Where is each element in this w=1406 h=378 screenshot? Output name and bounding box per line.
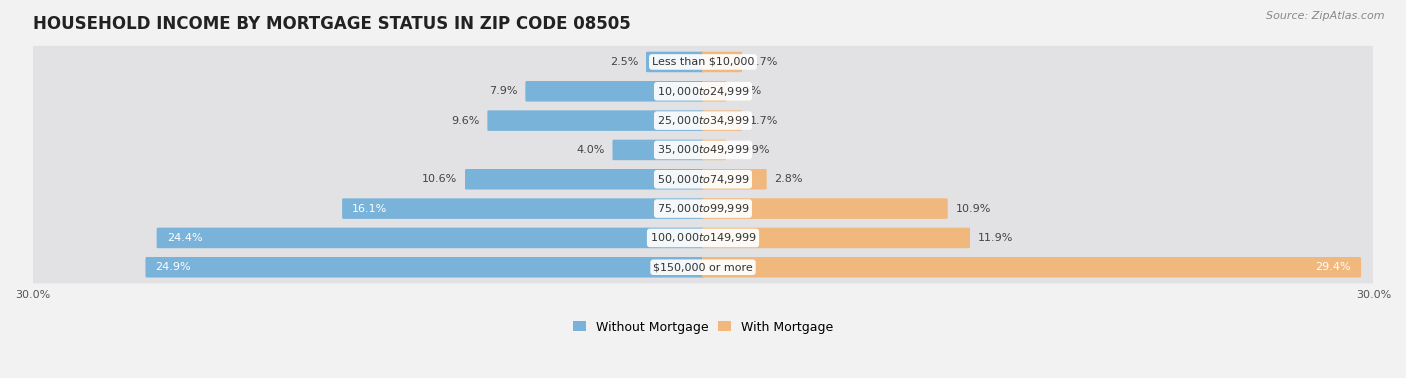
FancyBboxPatch shape (645, 52, 704, 72)
FancyBboxPatch shape (20, 104, 1386, 137)
FancyBboxPatch shape (20, 222, 1386, 254)
Text: 1.7%: 1.7% (749, 57, 779, 67)
FancyBboxPatch shape (526, 81, 704, 102)
Text: 1.0%: 1.0% (734, 86, 762, 96)
Text: 29.4%: 29.4% (1316, 262, 1351, 272)
Text: 9.6%: 9.6% (451, 116, 479, 125)
Text: $50,000 to $74,999: $50,000 to $74,999 (657, 173, 749, 186)
FancyBboxPatch shape (488, 110, 704, 131)
FancyBboxPatch shape (20, 46, 1386, 78)
Text: 7.9%: 7.9% (489, 86, 517, 96)
Text: 16.1%: 16.1% (352, 204, 388, 214)
FancyBboxPatch shape (20, 251, 1386, 284)
Text: 1.7%: 1.7% (749, 116, 779, 125)
FancyBboxPatch shape (156, 228, 704, 248)
Text: 11.9%: 11.9% (977, 233, 1014, 243)
FancyBboxPatch shape (702, 81, 727, 102)
Text: Less than $10,000: Less than $10,000 (652, 57, 754, 67)
Text: HOUSEHOLD INCOME BY MORTGAGE STATUS IN ZIP CODE 08505: HOUSEHOLD INCOME BY MORTGAGE STATUS IN Z… (32, 15, 630, 33)
FancyBboxPatch shape (702, 169, 766, 189)
FancyBboxPatch shape (702, 110, 742, 131)
Text: $10,000 to $24,999: $10,000 to $24,999 (657, 85, 749, 98)
Legend: Without Mortgage, With Mortgage: Without Mortgage, With Mortgage (574, 321, 832, 334)
Text: 2.5%: 2.5% (610, 57, 638, 67)
Text: $35,000 to $49,999: $35,000 to $49,999 (657, 143, 749, 156)
FancyBboxPatch shape (702, 52, 742, 72)
Text: Source: ZipAtlas.com: Source: ZipAtlas.com (1267, 11, 1385, 21)
Text: 24.9%: 24.9% (156, 262, 191, 272)
Text: $75,000 to $99,999: $75,000 to $99,999 (657, 202, 749, 215)
FancyBboxPatch shape (702, 198, 948, 219)
Text: 10.6%: 10.6% (422, 174, 457, 184)
Text: 0.99%: 0.99% (734, 145, 769, 155)
FancyBboxPatch shape (702, 228, 970, 248)
Text: $100,000 to $149,999: $100,000 to $149,999 (650, 231, 756, 245)
FancyBboxPatch shape (20, 192, 1386, 225)
Text: 2.8%: 2.8% (775, 174, 803, 184)
Text: $25,000 to $34,999: $25,000 to $34,999 (657, 114, 749, 127)
Text: 4.0%: 4.0% (576, 145, 605, 155)
FancyBboxPatch shape (702, 140, 727, 160)
Text: 24.4%: 24.4% (167, 233, 202, 243)
FancyBboxPatch shape (20, 163, 1386, 195)
FancyBboxPatch shape (20, 75, 1386, 107)
FancyBboxPatch shape (702, 257, 1361, 277)
FancyBboxPatch shape (145, 257, 704, 277)
FancyBboxPatch shape (20, 134, 1386, 166)
FancyBboxPatch shape (465, 169, 704, 189)
FancyBboxPatch shape (342, 198, 704, 219)
Text: 10.9%: 10.9% (956, 204, 991, 214)
FancyBboxPatch shape (613, 140, 704, 160)
Text: $150,000 or more: $150,000 or more (654, 262, 752, 272)
